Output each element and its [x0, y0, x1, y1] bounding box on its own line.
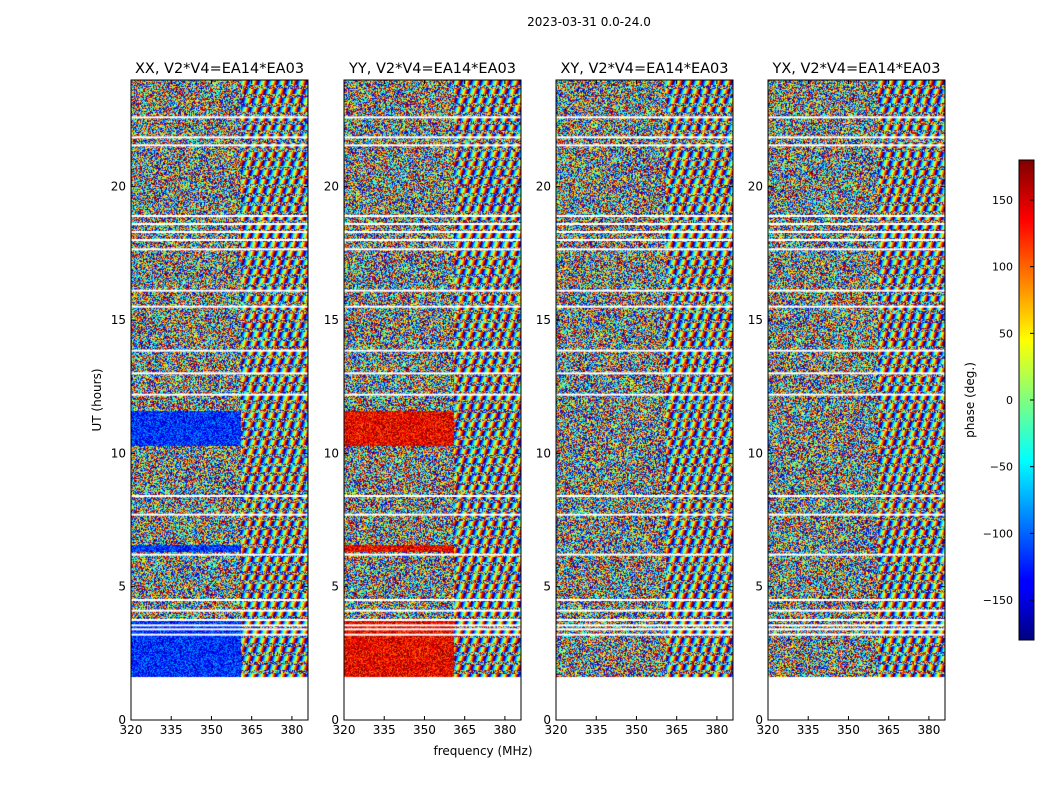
panel-1-title: YY, V2*V4=EA14*EA03	[348, 61, 516, 77]
y-tick-label: 20	[324, 180, 339, 194]
y-tick-label: 0	[543, 713, 551, 727]
x-tick-label: 365	[877, 723, 900, 737]
panel-2-title: XY, V2*V4=EA14*EA03	[560, 61, 728, 77]
x-tick-label: 350	[837, 723, 860, 737]
y-tick-label: 0	[331, 713, 339, 727]
panel-2-frame	[555, 79, 734, 721]
y-tick-label: 10	[324, 446, 339, 460]
panel-3-phase-image	[768, 80, 945, 720]
y-tick-label: 5	[118, 580, 126, 594]
colorbar-label: phase (deg.)	[963, 362, 977, 438]
colorbar: −150 −100 −50 0 50 100 150 phase (deg.)	[963, 159, 1035, 641]
colorbar-tick-label: 50	[999, 327, 1013, 340]
panel-0-title: XX, V2*V4=EA14*EA03	[135, 61, 304, 77]
panel-2: XY, V2*V4=EA14*EA03 320 335 350 365 380 0 5 10 15…	[536, 61, 734, 737]
x-tick-label: 365	[453, 723, 476, 737]
x-tick-label: 365	[240, 723, 263, 737]
y-tick-label: 10	[748, 446, 763, 460]
x-tick-label: 350	[625, 723, 648, 737]
x-tick-label: 380	[280, 723, 303, 737]
panels: XX, V2*V4=EA14*EA03 320 335 350 365 380 0 5 10 15…	[111, 61, 946, 737]
y-tick-label: 0	[755, 713, 763, 727]
panel-3: YX, V2*V4=EA14*EA03 320 335 350 365 380 0 5 10 15…	[748, 61, 946, 737]
panel-2-phase-image	[556, 80, 733, 720]
x-tick-label: 320	[545, 723, 568, 737]
y-tick-label: 5	[543, 580, 551, 594]
x-tick-label: 320	[120, 723, 143, 737]
panel-0-phase-image	[131, 80, 308, 720]
y-tick-label: 15	[748, 313, 763, 327]
panel-3-frame	[767, 79, 946, 721]
panel-1-frame	[343, 79, 522, 721]
y-tick-label: 5	[331, 580, 339, 594]
x-tick-label: 335	[585, 723, 608, 737]
y-tick-label: 10	[111, 446, 126, 460]
colorbar-tick-label: −150	[983, 594, 1013, 607]
x-tick-label: 335	[797, 723, 820, 737]
x-tick-label: 380	[917, 723, 940, 737]
y-tick-label: 5	[755, 580, 763, 594]
y-tick-label: 15	[324, 313, 339, 327]
y-axis-label: UT (hours)	[90, 368, 104, 431]
panel-3-title: YX, V2*V4=EA14*EA03	[771, 61, 940, 77]
y-tick-label: 10	[536, 446, 551, 460]
x-tick-label: 320	[757, 723, 780, 737]
colorbar-tick-label: 100	[992, 261, 1013, 274]
x-axis-label: frequency (MHz)	[433, 744, 532, 758]
colorbar-ticks: −150 −100 −50 0 50 100 150	[983, 194, 1034, 607]
x-tick-label: 350	[413, 723, 436, 737]
panel-1-phase-image	[344, 80, 521, 720]
x-tick-label: 350	[200, 723, 223, 737]
colorbar-tick-label: 0	[1006, 394, 1013, 407]
x-tick-label: 380	[493, 723, 516, 737]
x-tick-label: 320	[333, 723, 356, 737]
figure-suptitle: 2023-03-31 0.0-24.0	[527, 15, 651, 29]
y-tick-label: 20	[111, 180, 126, 194]
y-tick-label: 15	[536, 313, 551, 327]
panel-0-frame	[130, 79, 309, 721]
panel-0: XX, V2*V4=EA14*EA03 320 335 350 365 380 0 5 10 15…	[111, 61, 309, 737]
x-tick-label: 335	[160, 723, 183, 737]
colorbar-tick-label: 150	[992, 194, 1013, 207]
y-tick-label: 20	[748, 180, 763, 194]
colorbar-tick-label: −100	[983, 527, 1013, 540]
panel-1: YY, V2*V4=EA14*EA03 320 335 350 365 380 0 5 10 15…	[324, 61, 522, 737]
colorbar-tick-label: −50	[990, 461, 1013, 474]
x-tick-label: 335	[373, 723, 396, 737]
y-tick-label: 15	[111, 313, 126, 327]
x-tick-label: 380	[705, 723, 728, 737]
y-tick-label: 20	[536, 180, 551, 194]
x-tick-label: 365	[665, 723, 688, 737]
y-tick-label: 0	[118, 713, 126, 727]
